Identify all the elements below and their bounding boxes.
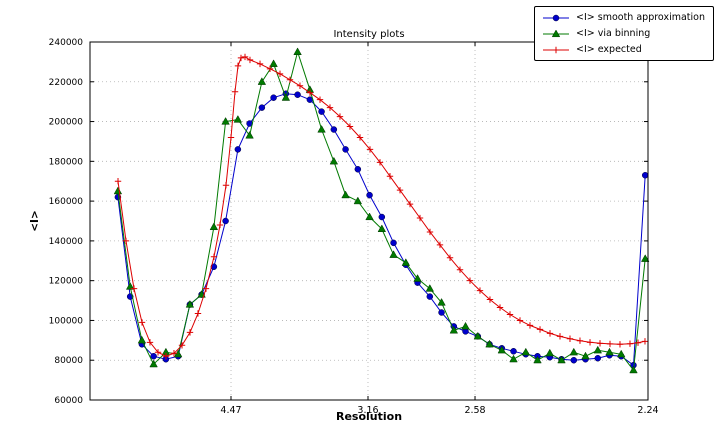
legend: <I> smooth approximation <I> via binning… <box>534 6 714 62</box>
legend-label: <I> smooth approximation <box>576 12 705 23</box>
svg-text:100000: 100000 <box>49 316 84 326</box>
legend-entry: <I> expected <box>541 43 705 57</box>
legend-entry: <I> smooth approximation <box>541 11 705 25</box>
svg-text:200000: 200000 <box>49 118 84 128</box>
svg-text:180000: 180000 <box>49 157 84 167</box>
legend-triangle-marker-icon <box>543 29 570 38</box>
svg-text:60000: 60000 <box>54 396 83 406</box>
legend-plus-marker-icon <box>543 46 570 54</box>
x-axis-label: Resolution <box>335 410 403 423</box>
svg-text:2.24: 2.24 <box>637 405 658 416</box>
svg-text:4.47: 4.47 <box>220 405 241 416</box>
legend-entry: <I> via binning <box>541 27 705 41</box>
legend-label: <I> via binning <box>576 27 651 39</box>
legend-circle-marker-icon <box>543 15 570 22</box>
svg-text:80000: 80000 <box>54 356 83 366</box>
legend-label: <I> expected <box>576 43 642 55</box>
svg-text:2.58: 2.58 <box>464 405 485 416</box>
svg-text:220000: 220000 <box>49 78 84 88</box>
chart-title: Intensity plots <box>333 29 405 40</box>
svg-text:240000: 240000 <box>49 38 84 48</box>
svg-text:160000: 160000 <box>49 197 84 207</box>
y-axis-label: <I> <box>29 210 41 232</box>
svg-text:140000: 140000 <box>49 237 84 247</box>
svg-text:120000: 120000 <box>49 277 84 287</box>
svg-text:3.16: 3.16 <box>357 405 378 416</box>
